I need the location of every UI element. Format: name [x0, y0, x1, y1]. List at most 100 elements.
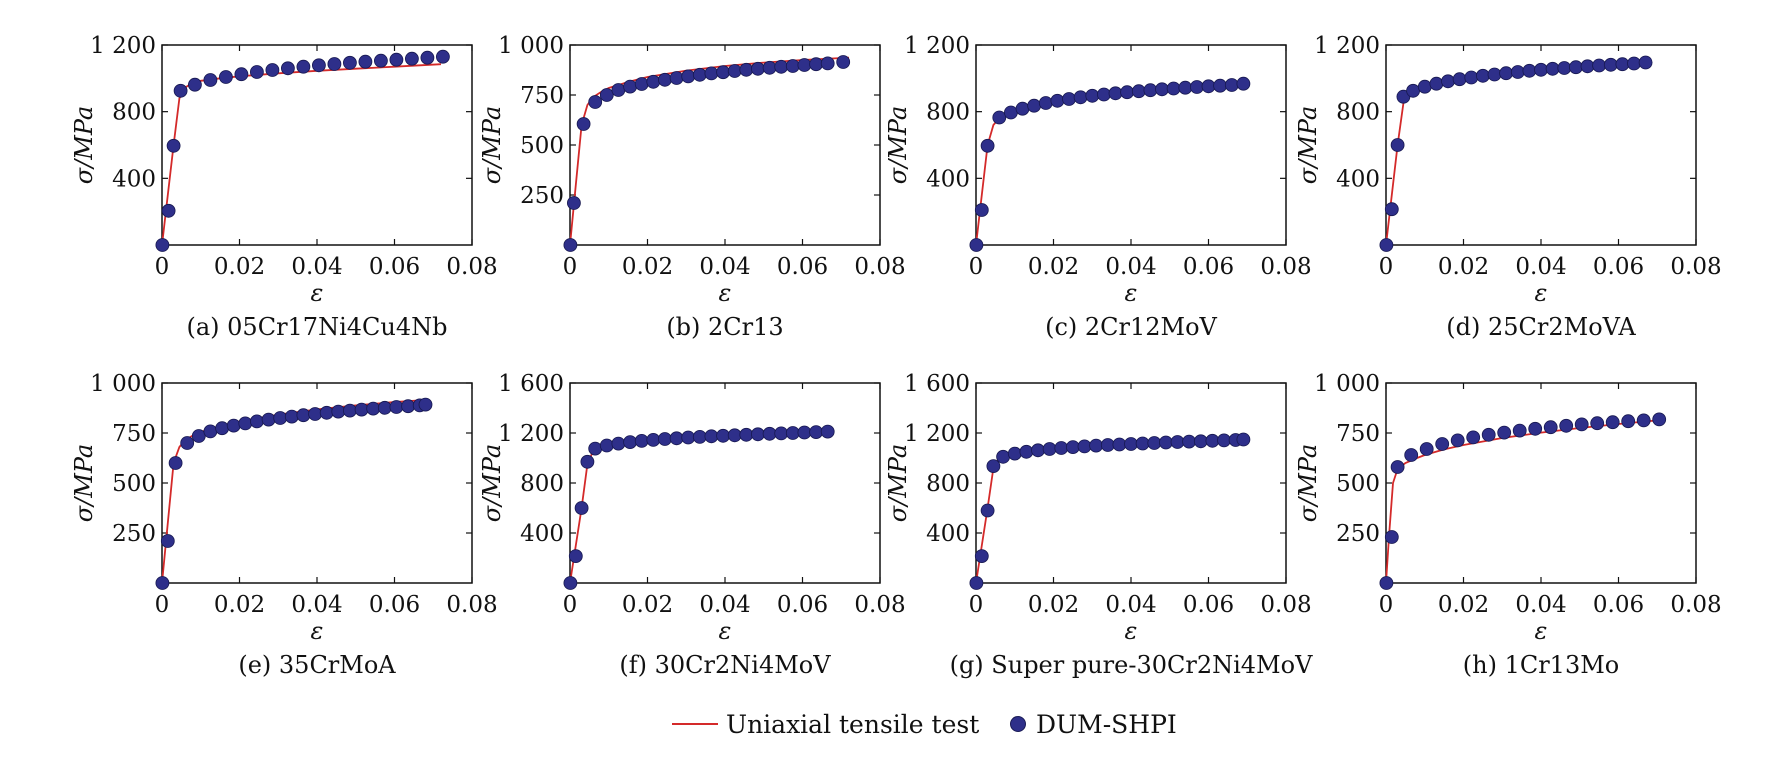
x-axis-label: ε: [719, 617, 732, 645]
dum-shpi-point: [1100, 438, 1115, 452]
dum-shpi-point: [238, 416, 253, 431]
dum-shpi-point: [366, 401, 381, 416]
legend: Uniaxial tensile test DUM-SHPI: [672, 710, 1177, 739]
dum-shpi-point: [1205, 433, 1220, 448]
x-tick-label: 0.08: [446, 254, 497, 280]
dum-shpi-point: [704, 66, 719, 81]
dum-shpi-point: [1108, 86, 1123, 101]
dum-shpi-point: [623, 435, 637, 450]
x-tick-label: 0.04: [699, 254, 750, 280]
y-tick-label: 500: [1336, 471, 1380, 497]
y-tick-label: 400: [1336, 166, 1380, 192]
x-tick-label: 0: [563, 592, 578, 618]
x-tick-label: 0.06: [777, 592, 828, 618]
dum-shpi-point: [646, 74, 661, 89]
y-tick-label: 400: [520, 521, 564, 547]
panel-caption: (g) Super pure-30Cr2Ni4MoV: [950, 651, 1314, 679]
dum-shpi-point: [166, 138, 181, 153]
dum-shpi-point: [727, 428, 742, 443]
dum-shpi-point: [1419, 442, 1434, 456]
x-tick-label: 0.04: [699, 592, 750, 618]
dum-shpi-point: [751, 61, 765, 76]
dum-shpi-point: [1441, 74, 1455, 89]
dum-shpi-point: [1077, 439, 1092, 454]
dum-shpi-point: [1450, 433, 1465, 448]
y-tick-label: 800: [112, 100, 156, 126]
dum-shpi-point: [1510, 65, 1525, 79]
dum-shpi-point: [1042, 442, 1057, 456]
x-axis-label: ε: [311, 279, 324, 307]
dum-shpi-point: [1131, 84, 1146, 99]
tensile-test-line: [1385, 419, 1662, 584]
y-tick-label: 500: [520, 133, 564, 159]
dum-shpi-point: [580, 454, 595, 469]
panel-caption: (c) 2Cr12MoV: [1045, 313, 1217, 341]
dum-shpi-point: [1499, 66, 1513, 81]
dum-shpi-point: [669, 71, 684, 85]
dum-shpi-point: [599, 438, 614, 453]
x-tick-label: 0: [155, 592, 170, 618]
dum-shpi-point: [669, 431, 684, 446]
dum-shpi-point: [1182, 434, 1196, 449]
dum-shpi-point: [1406, 83, 1420, 98]
dum-shpi-point: [568, 549, 583, 563]
y-tick-label: 800: [1336, 100, 1380, 126]
dum-shpi-point: [187, 77, 202, 92]
legend-marker-label: DUM-SHPI: [1036, 710, 1177, 739]
x-tick-label: 0.06: [1593, 592, 1644, 618]
dum-shpi-point: [1178, 80, 1193, 95]
chart-panels: 0 0.02 0.04 0.06 0.08 400 800 1 200 ε σ/MPa (a) 05…: [70, 33, 1722, 679]
dum-shpi-point: [1143, 83, 1158, 98]
dum-shpi-point: [1384, 202, 1399, 217]
x-tick-label: 0.06: [1183, 592, 1234, 618]
dum-shpi-point: [1404, 448, 1419, 462]
chart-panel: 0 0.02 0.04 0.06 0.08 400 800 1 200 ε σ/MPa (a) 05…: [70, 33, 498, 341]
dum-shpi-point: [1603, 57, 1618, 72]
dum-shpi-point: [1224, 78, 1239, 92]
x-axis-label: ε: [719, 279, 732, 307]
dum-shpi-point: [716, 65, 730, 80]
dum-shpi-point: [1452, 72, 1467, 87]
x-tick-label: 0.08: [1670, 592, 1721, 618]
dum-shpi-point: [1522, 63, 1537, 78]
dum-shpi-point: [1652, 412, 1667, 427]
dum-shpi-point: [1015, 101, 1030, 116]
dum-shpi-point: [1159, 435, 1173, 450]
dum-shpi-point: [1062, 92, 1076, 106]
dum-shpi-point: [797, 58, 812, 72]
dum-shpi-point: [1590, 416, 1605, 431]
y-tick-label: 400: [926, 521, 970, 547]
dum-shpi-point: [1559, 418, 1574, 433]
dum-shpi-point: [1497, 425, 1512, 440]
x-tick-label: 0.02: [214, 254, 265, 280]
x-tick-label: 0: [1379, 254, 1394, 280]
y-axis-label: σ/MPa: [1294, 444, 1322, 522]
dum-shpi-point: [1213, 78, 1227, 93]
dum-shpi-point: [774, 59, 789, 74]
dum-shpi-point: [1190, 80, 1204, 94]
dum-shpi-point: [1534, 62, 1548, 77]
dum-shpi-point: [1390, 138, 1405, 152]
dum-shpi-point: [820, 424, 835, 439]
x-tick-label: 0.08: [1260, 254, 1311, 280]
dum-shpi-point: [809, 57, 823, 72]
dum-shpi-point: [574, 501, 589, 515]
dum-shpi-point: [1512, 423, 1527, 438]
dum-shpi-point: [203, 73, 218, 87]
dum-shpi-point: [1569, 60, 1583, 75]
y-tick-label: 1 200: [1314, 33, 1380, 59]
x-tick-label: 0.06: [369, 254, 420, 280]
dum-shpi-point: [1019, 444, 1034, 459]
x-tick-label: 0.02: [214, 592, 265, 618]
tensile-test-line: [569, 430, 830, 584]
y-tick-label: 1 000: [1314, 371, 1380, 397]
dum-shpi-point: [420, 50, 435, 65]
panel-caption: (e) 35CrMoA: [238, 651, 396, 679]
x-tick-label: 0.06: [1593, 254, 1644, 280]
dum-shpi-point: [762, 60, 777, 75]
dum-shpi-point: [836, 55, 851, 69]
dum-shpi-point: [1097, 87, 1111, 102]
dum-shpi-point: [280, 61, 295, 76]
dum-shpi-point: [261, 412, 276, 427]
